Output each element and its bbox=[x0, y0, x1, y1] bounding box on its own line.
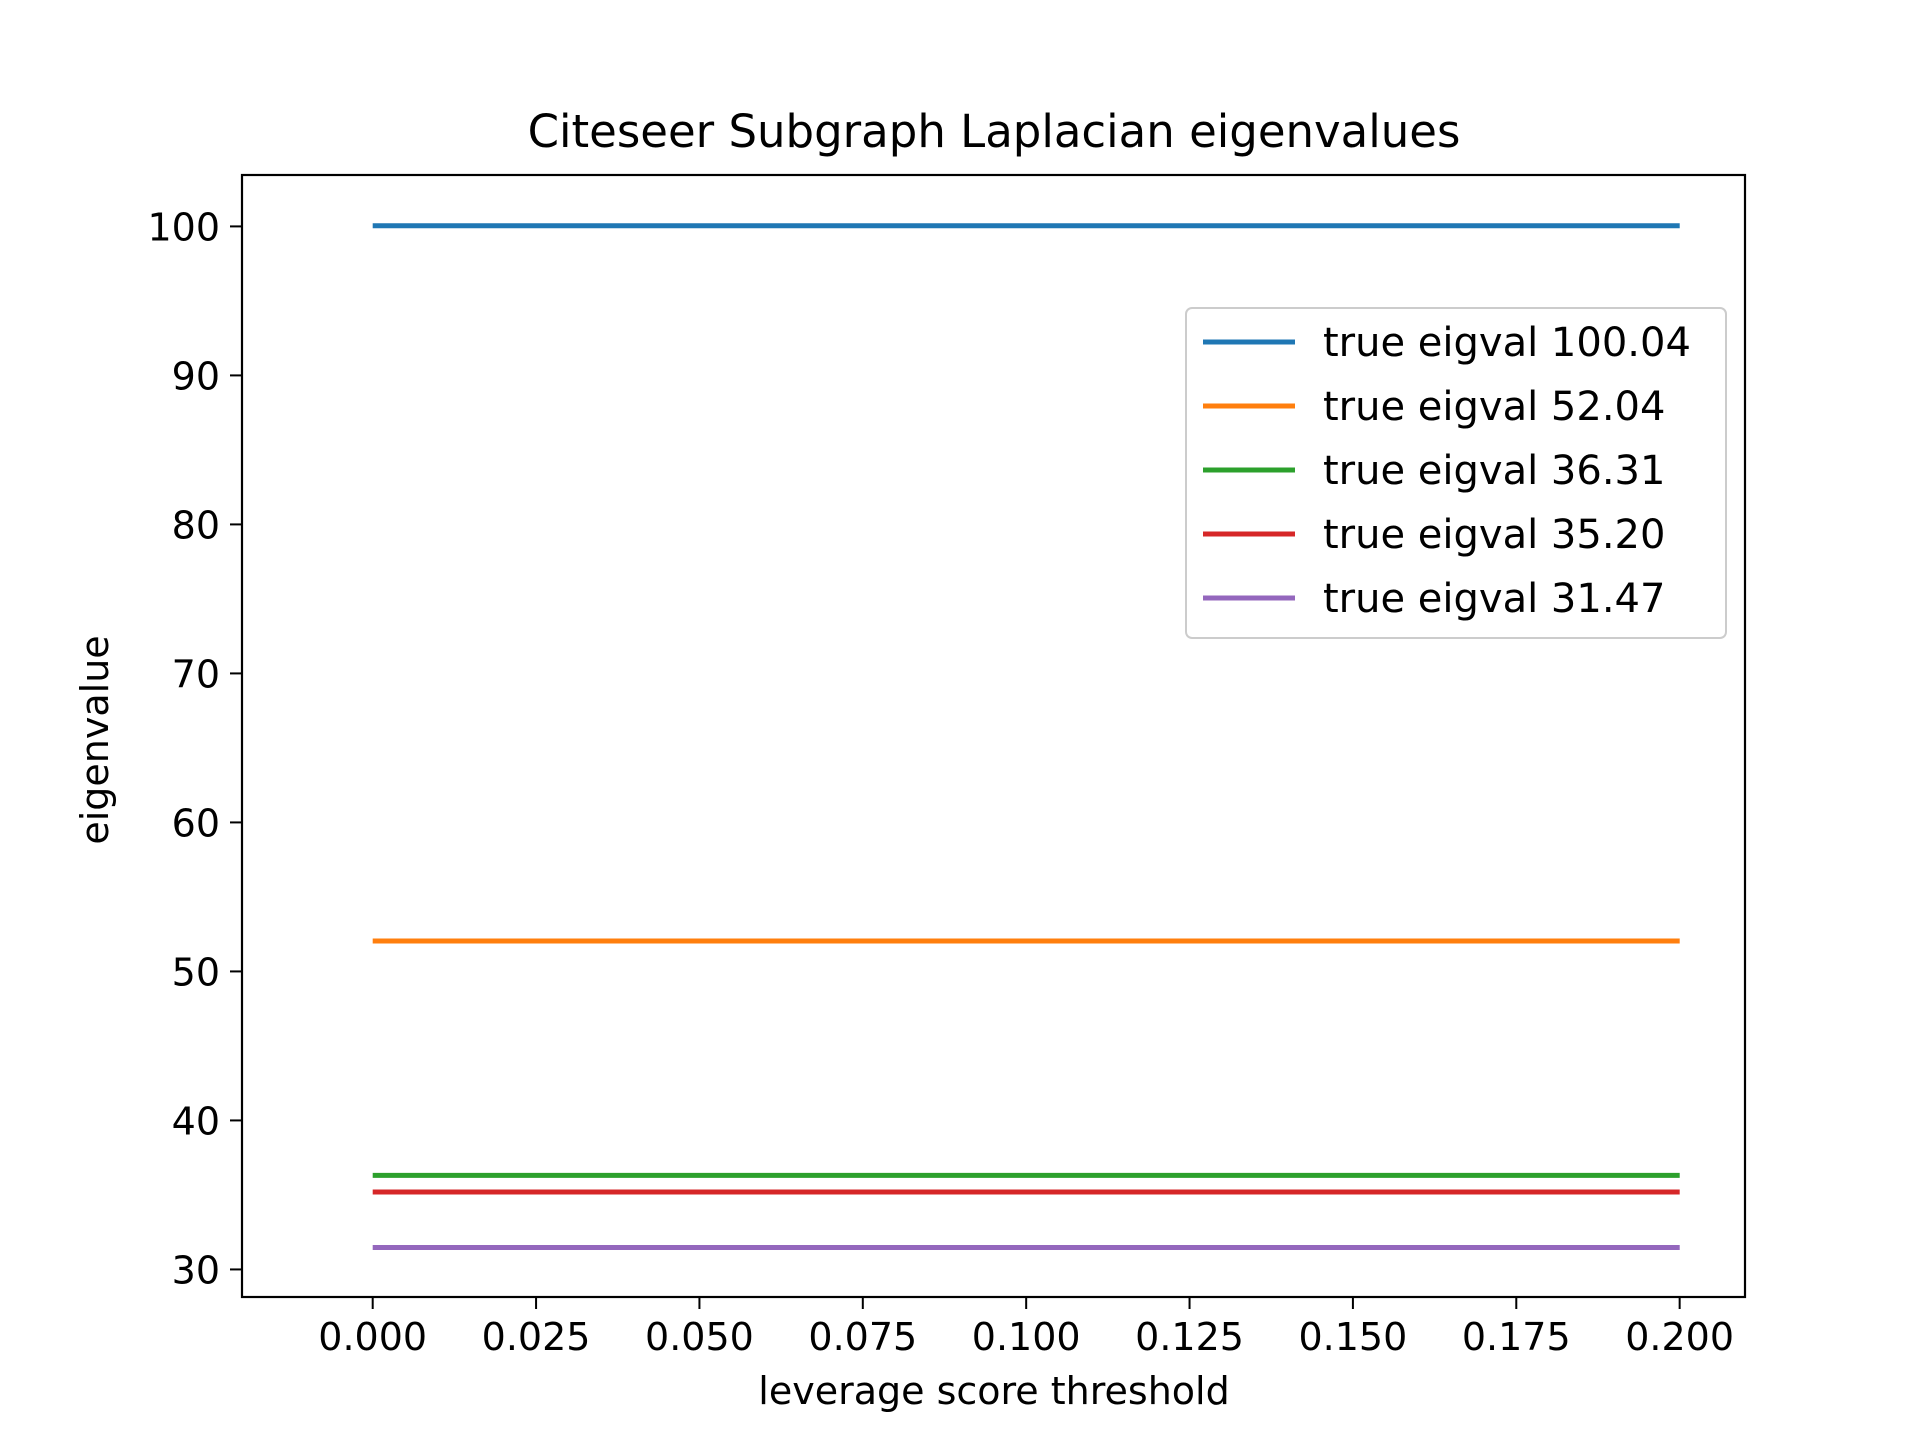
y-tick-label: 70 bbox=[172, 652, 220, 696]
x-tick-label: 0.100 bbox=[972, 1315, 1081, 1359]
x-tick-label: 0.200 bbox=[1625, 1315, 1734, 1359]
y-tick-label: 50 bbox=[172, 950, 220, 994]
x-tick-label: 0.125 bbox=[1135, 1315, 1244, 1359]
x-tick-label: 0.175 bbox=[1462, 1315, 1571, 1359]
legend: true eigval 100.04 true eigval 52.04 true … bbox=[1185, 307, 1727, 639]
x-tick-label: 0.050 bbox=[645, 1315, 754, 1359]
x-axis: 0.000 0.025 0.050 0.075 0.100 0.125 0.150 0.175… bbox=[318, 1297, 1734, 1359]
y-axis: 30 40 50 60 70 80 90 100 bbox=[147, 205, 242, 1292]
x-tick-label: 0.025 bbox=[482, 1315, 591, 1359]
y-tick-label: 100 bbox=[147, 205, 220, 249]
x-tick-label: 0.075 bbox=[808, 1315, 917, 1359]
legend-label: true eigval 52.04 bbox=[1323, 384, 1665, 430]
y-tick-label: 40 bbox=[172, 1099, 220, 1143]
legend-label: true eigval 36.31 bbox=[1323, 448, 1665, 494]
legend-label: true eigval 31.47 bbox=[1323, 576, 1665, 622]
y-tick-label: 60 bbox=[172, 801, 220, 845]
plot-area bbox=[240, 173, 1747, 1299]
x-tick-label: 0.150 bbox=[1299, 1315, 1408, 1359]
plot-frame bbox=[240, 173, 1747, 1299]
legend-box bbox=[1185, 307, 1727, 639]
y-axis-label: eigenvalue bbox=[73, 635, 117, 844]
legend-label: true eigval 100.04 bbox=[1323, 320, 1691, 366]
x-tick-label: 0.000 bbox=[318, 1315, 427, 1359]
legend-label: true eigval 35.20 bbox=[1323, 512, 1665, 558]
y-tick-label: 30 bbox=[172, 1248, 220, 1292]
chart-title: Citeseer Subgraph Laplacian eigenvalues bbox=[528, 105, 1461, 158]
x-axis-label: leverage score threshold bbox=[758, 1369, 1229, 1413]
y-tick-label: 90 bbox=[172, 354, 220, 398]
y-tick-label: 80 bbox=[172, 503, 220, 547]
